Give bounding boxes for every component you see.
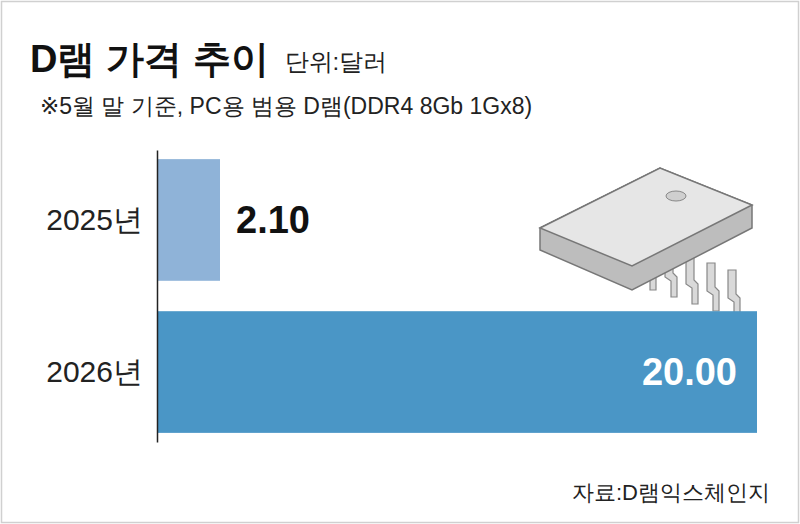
source: 자료:D램익스체인지 — [572, 480, 770, 505]
y-axis: 2025년 2026년 — [46, 151, 157, 443]
subtitle: ※5월 말 기준, PC용 범용 D램(DDR4 8Gb 1Gx8) — [40, 93, 532, 119]
unit: 단위:달러 — [285, 48, 388, 75]
chart: D램 가격 추이 단위:달러 ※5월 말 기준, PC용 범용 D램(DDR4 8G… — [0, 0, 800, 524]
chip-leg — [686, 256, 698, 304]
title: D램 가격 추이 — [30, 38, 269, 80]
data-label: 20.00 — [642, 351, 737, 393]
tick-label: 2026년 — [46, 355, 143, 388]
axis-line — [157, 151, 159, 443]
chip-leg — [707, 263, 719, 311]
data-label: 2.10 — [236, 199, 310, 241]
frame — [2, 2, 799, 523]
bar — [157, 311, 757, 433]
bar — [157, 159, 220, 281]
bars — [157, 159, 757, 433]
chip-side — [540, 168, 752, 290]
chip-icon — [540, 168, 752, 318]
data-labels: 2.10 20.00 — [236, 199, 737, 393]
chip-notch — [666, 191, 686, 201]
chip-top — [540, 168, 752, 266]
tick: 2025년 — [46, 203, 157, 236]
chip-leg — [728, 270, 740, 318]
tick-label: 2025년 — [46, 203, 143, 236]
tick: 2026년 — [46, 355, 157, 388]
